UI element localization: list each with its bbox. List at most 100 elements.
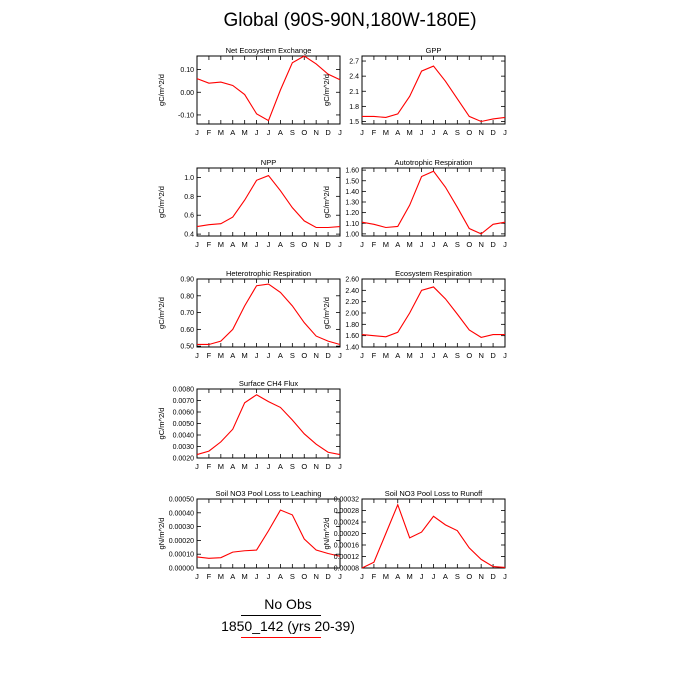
x-tick-label: D	[490, 128, 496, 137]
x-tick-label: A	[230, 572, 235, 581]
x-tick-label: O	[466, 240, 472, 249]
y-tick-label: 0.0070	[173, 398, 195, 405]
x-tick-label: J	[195, 240, 199, 249]
x-tick-label: M	[218, 240, 224, 249]
series-line	[196, 509, 341, 559]
x-tick-label: M	[242, 462, 248, 471]
y-tick-label: 0.60	[180, 327, 194, 334]
series-line	[196, 55, 341, 122]
x-tick-label: M	[383, 240, 389, 249]
x-tick-label: F	[372, 351, 377, 360]
chart-title: NPP	[261, 158, 276, 167]
plot-frame	[196, 388, 341, 459]
x-tick-label: J	[255, 240, 259, 249]
y-tick-label: 2.4	[349, 74, 359, 81]
x-tick-label: J	[420, 351, 424, 360]
x-tick-label: N	[313, 462, 318, 471]
y-axis-label: gC/m^2/d	[157, 297, 166, 329]
x-tick-label: J	[338, 240, 342, 249]
y-axis-label: gC/m^2/d	[157, 408, 166, 440]
x-tick-label: J	[360, 240, 364, 249]
y-tick-label: 0.0050	[173, 421, 195, 428]
y-tick-label: 0.00012	[334, 554, 359, 561]
x-tick-label: O	[301, 351, 307, 360]
x-tick-label: M	[218, 462, 224, 471]
y-tick-label: 1.40	[345, 189, 359, 196]
x-tick-label: A	[443, 572, 448, 581]
x-tick-label: M	[383, 351, 389, 360]
y-tick-label: -0.10	[178, 112, 194, 119]
chart-title: Soil NO3 Pool Loss to Leaching	[216, 489, 322, 498]
x-tick-label: O	[301, 240, 307, 249]
x-tick-label: F	[372, 240, 377, 249]
x-tick-label: S	[290, 240, 295, 249]
x-tick-label: M	[218, 128, 224, 137]
x-tick-label: M	[383, 128, 389, 137]
x-tick-label: J	[503, 572, 507, 581]
x-tick-label: J	[195, 351, 199, 360]
y-tick-label: 1.30	[345, 200, 359, 207]
x-tick-label: S	[290, 572, 295, 581]
x-tick-label: S	[455, 572, 460, 581]
y-tick-label: 0.00030	[169, 524, 194, 531]
y-tick-label: 2.40	[345, 288, 359, 295]
y-axis-label: gC/m^2/d	[322, 74, 331, 106]
x-tick-label: F	[372, 572, 377, 581]
x-tick-label: D	[325, 351, 331, 360]
y-tick-label: 1.8	[349, 104, 359, 111]
y-tick-label: 0.90	[180, 277, 194, 284]
y-tick-label: 0.00000	[169, 566, 194, 573]
x-tick-label: N	[478, 572, 483, 581]
x-tick-label: S	[455, 351, 460, 360]
series-line	[362, 65, 506, 123]
y-tick-label: 0.00050	[169, 497, 194, 504]
x-tick-label: N	[313, 351, 318, 360]
y-tick-label: 0.50	[180, 344, 194, 351]
y-tick-label: 0.00028	[334, 508, 359, 515]
x-tick-label: J	[195, 572, 199, 581]
x-tick-label: M	[383, 572, 389, 581]
x-tick-label: O	[466, 572, 472, 581]
x-tick-label: D	[490, 572, 496, 581]
x-tick-label: N	[478, 128, 483, 137]
series-line	[361, 170, 506, 235]
x-tick-label: A	[278, 351, 283, 360]
y-tick-label: 0.00016	[334, 543, 359, 550]
legend-line-model	[241, 637, 321, 638]
x-tick-label: J	[267, 351, 271, 360]
series-line	[361, 286, 505, 338]
y-tick-label: 0.4	[184, 232, 194, 239]
x-tick-label: O	[466, 351, 472, 360]
x-tick-label: J	[503, 240, 507, 249]
y-tick-label: 1.60	[345, 168, 359, 175]
x-tick-label: J	[360, 128, 364, 137]
chart-title: Surface CH4 Flux	[239, 379, 298, 388]
x-tick-label: N	[313, 572, 318, 581]
x-tick-label: J	[432, 128, 436, 137]
x-tick-label: A	[278, 462, 283, 471]
legend-label-obs: No Obs	[264, 596, 312, 612]
x-tick-label: F	[207, 462, 212, 471]
x-tick-label: A	[230, 128, 235, 137]
y-tick-label: 0.00008	[334, 566, 359, 573]
x-tick-label: A	[395, 128, 400, 137]
y-tick-label: 0.0060	[173, 410, 195, 417]
chart-title: Heterotrophic Respiration	[226, 269, 311, 278]
y-tick-label: 1.80	[345, 322, 359, 329]
x-tick-label: F	[207, 351, 212, 360]
x-tick-label: J	[338, 462, 342, 471]
y-tick-label: 2.00	[345, 311, 359, 318]
x-tick-label: A	[230, 351, 235, 360]
plot-frame	[361, 498, 506, 569]
chart-title: GPP	[426, 46, 442, 55]
x-tick-label: J	[267, 572, 271, 581]
y-tick-label: 1.0	[184, 175, 194, 182]
x-tick-label: S	[290, 462, 295, 471]
y-tick-label: 2.7	[349, 59, 359, 66]
x-tick-label: O	[466, 128, 472, 137]
y-tick-label: 0.0020	[173, 456, 195, 463]
